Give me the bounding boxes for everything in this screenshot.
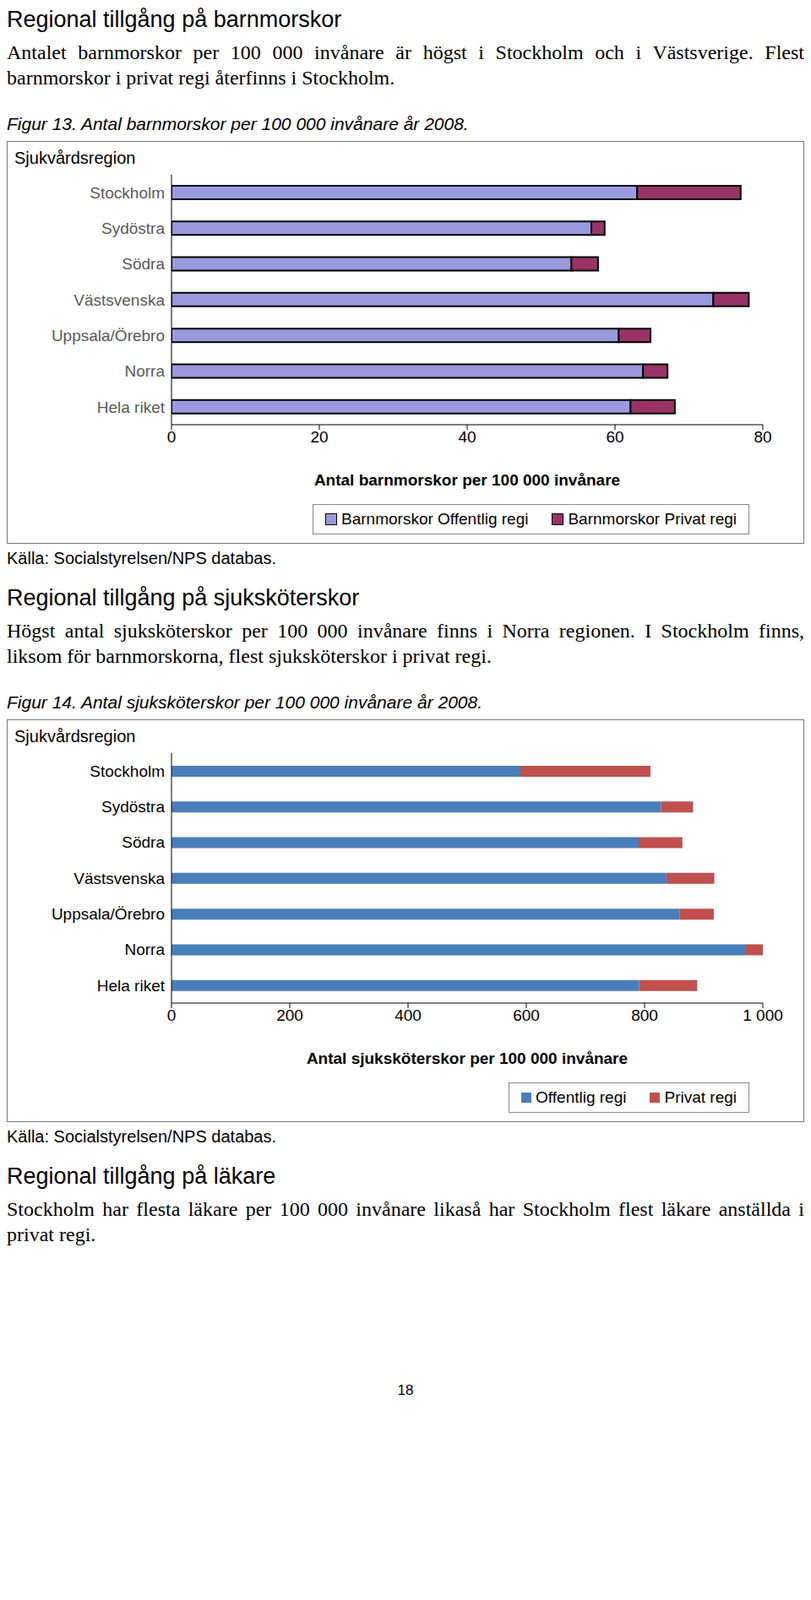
svg-text:400: 400 xyxy=(394,1006,422,1025)
svg-text:Hela riket: Hela riket xyxy=(97,977,166,996)
svg-text:Stockholm: Stockholm xyxy=(89,184,165,202)
svg-text:200: 200 xyxy=(276,1006,304,1025)
svg-text:Södra: Södra xyxy=(121,255,165,273)
html-text:Antalet barnmorskor per 100 00: Antalet barnmorskor per 100 000 invånare… xyxy=(6,41,805,89)
html-text:Stockholm har flesta läkare pe: Stockholm har flesta läkare per 100 000 … xyxy=(6,1198,805,1247)
html-text:Sjukvårdsregion: Sjukvårdsregion xyxy=(14,727,136,746)
svg-text:Västsvenska: Västsvenska xyxy=(73,291,165,310)
html-text:18: 18 xyxy=(397,1382,414,1399)
svg-text:Västsvenska: Västsvenska xyxy=(73,870,165,888)
html-text:Regional tillgång på sjuksköte: Regional tillgång på sjuksköterskor xyxy=(6,585,360,611)
svg-text:Sydöstra: Sydöstra xyxy=(101,219,165,238)
html-text:Sjukvårdsregion: Sjukvårdsregion xyxy=(14,148,136,168)
svg-text:Norra: Norra xyxy=(124,362,165,381)
svg-text:20: 20 xyxy=(310,428,328,447)
svg-text:Sydöstra: Sydöstra xyxy=(101,798,165,817)
svg-text:Uppsala/Örebro: Uppsala/Örebro xyxy=(51,326,165,345)
svg-text:40: 40 xyxy=(457,428,476,447)
svg-text:80: 80 xyxy=(753,428,772,447)
html-text:Barnmorskor Privat regi: Barnmorskor Privat regi xyxy=(568,510,737,528)
svg-text:Antal sjuksköterskor per 100 0: Antal sjuksköterskor per 100 000 invånar… xyxy=(306,1050,628,1068)
svg-text:800: 800 xyxy=(631,1006,659,1025)
svg-text:0: 0 xyxy=(167,428,177,447)
html-text:Barnmorskor Offentlig regi: Barnmorskor Offentlig regi xyxy=(341,510,529,528)
html-text:Källa: Socialstyrelsen/NPS dat: Källa: Socialstyrelsen/NPS databas. xyxy=(6,549,277,568)
html-text:Källa: Socialstyrelsen/NPS dat: Källa: Socialstyrelsen/NPS databas. xyxy=(6,1127,277,1147)
html-text:Högst antal sjuksköterskor per: Högst antal sjuksköterskor per 100 000 i… xyxy=(6,620,805,668)
html-text:Figur 13. Antal barnmorskor pe: Figur 13. Antal barnmorskor per 100 000 … xyxy=(6,114,469,134)
svg-text:Antal barnmorskor per 100 000: Antal barnmorskor per 100 000 invånare xyxy=(314,471,621,490)
html-text:Privat regi: Privat regi xyxy=(664,1088,737,1107)
svg-text:Norra: Norra xyxy=(124,941,165,959)
svg-text:0: 0 xyxy=(167,1006,177,1025)
html-text:Regional tillgång på läkare: Regional tillgång på läkare xyxy=(6,1164,276,1190)
svg-text:Södra: Södra xyxy=(121,833,165,852)
svg-text:1 000: 1 000 xyxy=(742,1006,784,1025)
svg-text:600: 600 xyxy=(512,1006,540,1025)
svg-text:60: 60 xyxy=(605,428,624,447)
html-text:Figur 14. Antal sjuksköterskor: Figur 14. Antal sjuksköterskor per 100 0… xyxy=(6,692,483,713)
svg-text:Uppsala/Örebro: Uppsala/Örebro xyxy=(51,905,165,924)
html-text:Regional tillgång på barnmorsk: Regional tillgång på barnmorskor xyxy=(6,6,342,33)
svg-text:Hela riket: Hela riket xyxy=(97,398,166,417)
svg-text:Stockholm: Stockholm xyxy=(89,762,165,781)
html-text:Offentlig regi: Offentlig regi xyxy=(535,1088,627,1107)
